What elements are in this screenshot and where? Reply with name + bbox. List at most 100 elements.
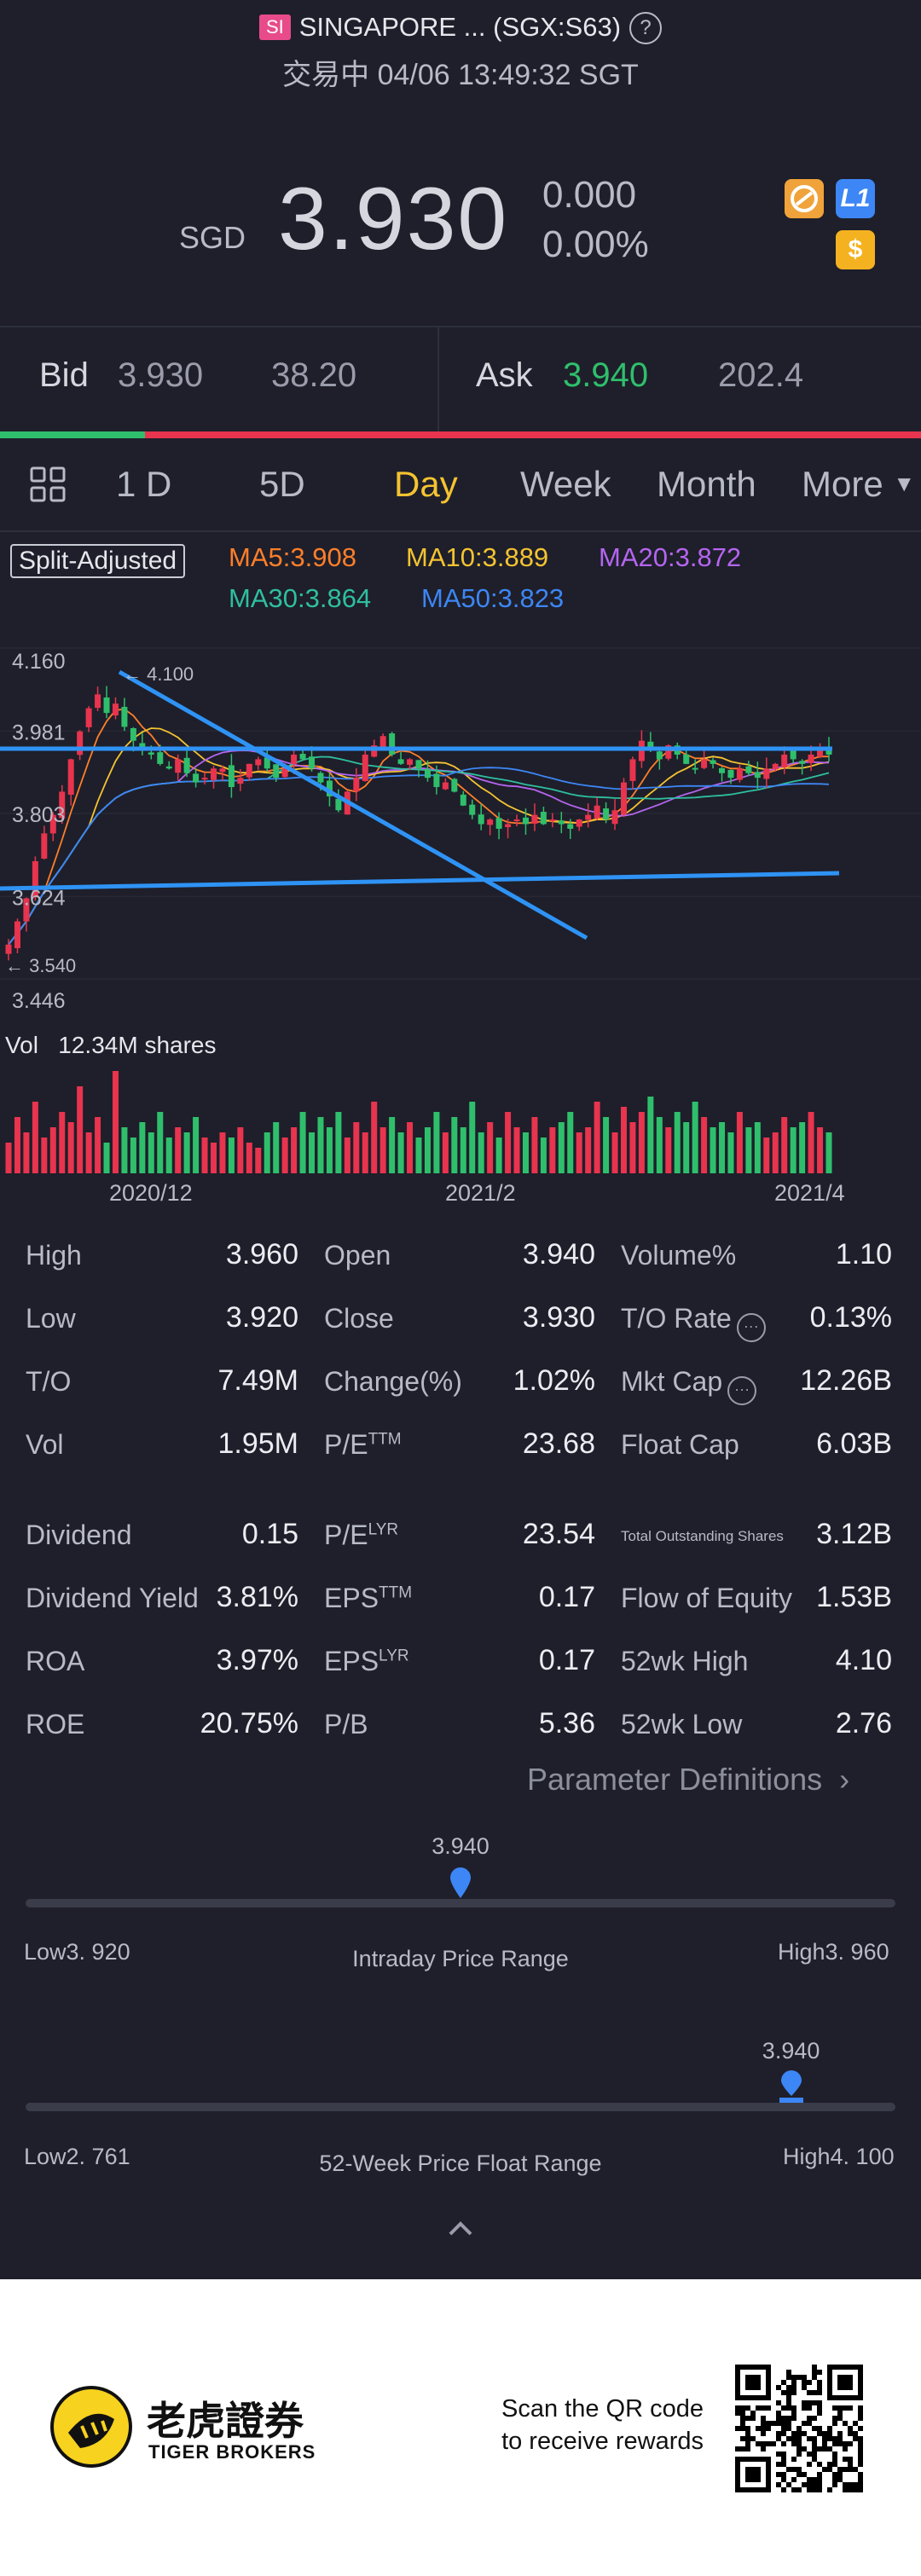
tab-more-label: More [802,464,883,504]
qr-code-icon[interactable] [735,2365,863,2492]
tab-5d[interactable]: 5D [259,464,305,504]
parameter-definitions-link[interactable]: Parameter Definitions › [527,1762,849,1797]
qr-module [858,2487,863,2492]
qr-module [791,2436,796,2441]
tab-week[interactable]: Week [520,464,611,504]
help-icon[interactable]: ? [629,12,663,44]
candle-body [745,766,752,773]
currency-label: SGD [179,220,246,255]
volume-bar [371,1102,378,1173]
qr-module [858,2416,863,2421]
qr-module [745,2436,750,2441]
volume-bar [451,1117,458,1173]
candle-body [407,759,414,765]
trading-status: 交易中 04/06 13:49:32 SGT [282,59,639,91]
qr-module [812,2457,817,2462]
candle-body [433,773,440,788]
candle-body [335,798,342,811]
candle-body [397,759,404,764]
qr-module [802,2472,807,2477]
price-change: 0.000 [542,174,637,216]
volume-bar [611,1132,618,1173]
qr-module [827,2487,832,2492]
tab-more[interactable]: More ▼ [802,464,915,505]
x-tick-label: 2021/4 [774,1180,845,1206]
qr-module [776,2400,781,2405]
split-adjusted-toggle[interactable]: Split-Adjusted [10,544,186,578]
qr-module [817,2385,822,2390]
qr-module [802,2421,807,2426]
candle-body [727,769,734,779]
chevron-up-icon[interactable] [443,2215,478,2245]
qr-module [837,2467,843,2472]
ask-label: Ask [476,356,533,394]
candle-body [228,765,235,788]
volume-total: 12.34M shares [58,1032,217,1058]
layout-grid-icon[interactable] [29,466,68,509]
qr-module [807,2436,812,2441]
qr-module [837,2477,843,2482]
candle-body [558,820,565,825]
qr-module [832,2477,837,2482]
qr-module [766,2405,771,2411]
qr-module [786,2390,791,2395]
stat-label-suffix: LYR [368,1520,399,1539]
price-chart[interactable]: 4.160 3.981 3.803 3.624 3.446 ← 4.100 ← 3.540 [0,622,921,1211]
ma20-value: MA20:3.872 [599,542,742,572]
qr-module [848,2405,853,2411]
qr-module [812,2452,817,2457]
low-marker: ← 3.540 [5,955,76,976]
volume-bar [273,1122,280,1173]
stat-value: 3.940 [522,1238,595,1271]
stock-title[interactable]: SI SINGAPORE ... (SGX:S63)? [0,12,921,44]
qr-module [843,2421,848,2426]
volume-bar [647,1097,654,1173]
candle-body [362,754,368,782]
dollar-icon[interactable]: $ [836,230,875,269]
info-icon[interactable]: ··· [736,1313,766,1342]
volume-bar [469,1102,476,1173]
volume-bar [67,1122,74,1173]
qr-module [848,2441,853,2446]
volume-bar [745,1127,752,1173]
candle-body [781,754,788,767]
candle-body [193,773,200,783]
qr-module [802,2482,807,2487]
volume-bar [576,1132,582,1173]
volume-bar [415,1137,422,1173]
qr-module [745,2416,750,2421]
volume-bar [41,1137,48,1173]
qr-module [776,2421,781,2426]
qr-module [781,2452,786,2457]
candle-body [638,740,645,761]
candle-body [522,817,529,825]
qr-module [791,2385,796,2390]
qr-module [781,2472,786,2477]
qr-module [817,2400,822,2405]
volume-bar [727,1132,734,1173]
tab-month[interactable]: Month [657,464,756,504]
tab-day[interactable]: Day [394,464,458,504]
info-icon[interactable]: ··· [727,1376,757,1405]
x-tick-label: 2020/12 [109,1180,193,1206]
candle-body [32,860,38,898]
y-tick-label: 3.803 [12,803,66,827]
stat-label: Close [324,1303,394,1334]
signal-icon[interactable] [785,179,824,218]
volume-bar [683,1122,690,1173]
stat-value: 2.76 [835,1707,892,1740]
qr-module [832,2405,837,2411]
candle-body [175,759,182,773]
tab-1d[interactable]: 1 D [116,464,172,504]
candle-body [772,763,779,770]
stat-label: P/B [324,1709,368,1740]
volume-bar [424,1127,431,1173]
qr-module [848,2457,853,2462]
volume-bar [487,1122,494,1173]
qr-module [858,2452,863,2457]
level1-badge[interactable]: L1 [836,179,875,218]
qr-module [802,2380,807,2385]
volume-bar [326,1127,333,1173]
qr-module [756,2405,761,2411]
qr-module [791,2487,796,2492]
